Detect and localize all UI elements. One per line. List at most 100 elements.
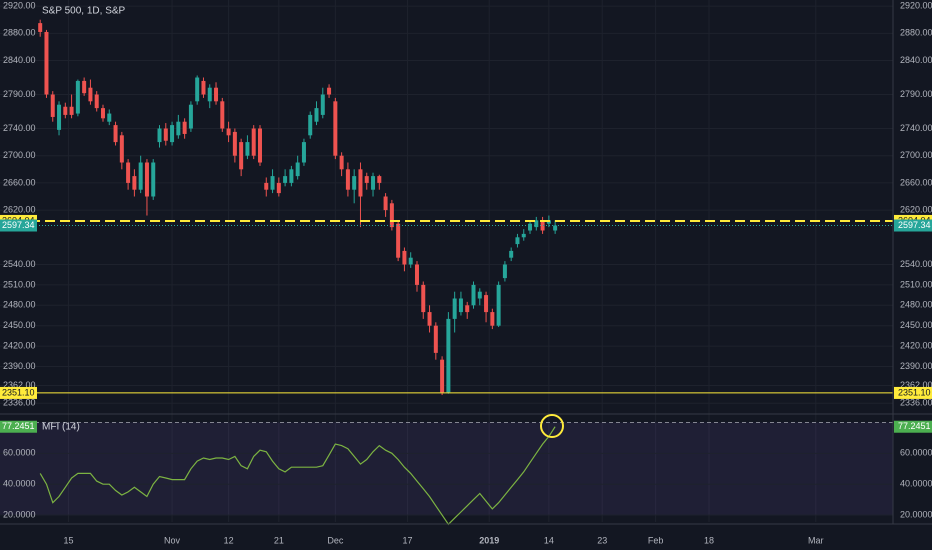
x-tick-label: 23 — [597, 535, 607, 545]
candle-body — [408, 257, 413, 265]
candle-body — [245, 142, 250, 156]
candle-body — [132, 176, 137, 190]
candle-body — [50, 94, 55, 117]
value-label: 77.2451 — [898, 421, 931, 431]
candle-body — [383, 196, 388, 211]
value-label: 2597.34 — [898, 220, 931, 230]
candle-body — [239, 142, 244, 170]
candle-body — [63, 106, 68, 115]
x-tick-label: 12 — [224, 535, 234, 545]
candle-body — [44, 31, 49, 95]
candle-body — [94, 94, 99, 109]
candle-body — [396, 223, 401, 258]
y-tick-label: 2390.00 — [3, 361, 36, 371]
candle-body — [314, 108, 319, 122]
candle-body — [421, 284, 426, 313]
y-tick-label: 2510.00 — [3, 279, 36, 289]
value-box — [894, 386, 932, 399]
candle-body — [471, 284, 476, 306]
indicator-title: MFI (14) — [42, 422, 80, 433]
y-tick-label: 2840.00 — [900, 55, 932, 65]
candle-body — [69, 106, 74, 115]
candle-body — [75, 80, 80, 114]
y-tick-label: 2480.00 — [3, 300, 36, 310]
y-tick-label: 2390.00 — [900, 361, 932, 371]
candle-body — [264, 182, 269, 190]
chart-title: S&P 500, 1D, S&P — [42, 6, 126, 17]
x-tick-label: 18 — [704, 535, 714, 545]
candle-body — [251, 128, 256, 156]
y-tick-label: 20.0000 — [3, 509, 36, 519]
x-tick-label: Mar — [808, 535, 824, 545]
y-tick-label: 2420.00 — [900, 340, 932, 350]
candle-body — [226, 128, 231, 136]
candle-body — [377, 176, 382, 183]
candle-body — [371, 176, 376, 190]
candle-body — [276, 182, 281, 194]
candle-body — [333, 101, 338, 156]
x-tick-label: 17 — [403, 535, 413, 545]
candle-body — [490, 312, 495, 326]
y-tick-label: 2362.00 — [3, 380, 36, 390]
x-tick-label: 14 — [544, 535, 554, 545]
x-tick-label: Feb — [648, 535, 664, 545]
candle-body — [289, 169, 294, 183]
x-tick-label: 21 — [274, 535, 284, 545]
candle-body — [188, 104, 193, 129]
y-tick-label: 2540.00 — [3, 259, 36, 269]
y-tick-label: 2450.00 — [900, 320, 932, 330]
candle-body — [182, 121, 187, 134]
y-tick-label: 2920.00 — [900, 0, 932, 10]
y-tick-label: 40.0000 — [3, 479, 36, 489]
candle-body — [414, 264, 419, 285]
y-tick-label: 2480.00 — [900, 300, 932, 310]
candle-body — [528, 223, 533, 231]
candle-body — [176, 121, 181, 136]
candle-body — [484, 295, 489, 313]
x-tick-label: 15 — [63, 535, 73, 545]
mfi-band — [0, 422, 893, 516]
candle-body — [163, 128, 168, 141]
value-box — [894, 420, 932, 433]
candle-body — [358, 169, 363, 197]
candle-body — [82, 80, 87, 94]
candle-body — [553, 225, 558, 231]
candle-body — [295, 162, 300, 177]
candle-body — [327, 87, 332, 95]
candle-body — [465, 305, 470, 313]
y-tick-label: 2620.00 — [3, 204, 36, 214]
candle-body — [339, 155, 344, 170]
value-box — [0, 420, 37, 433]
candle-body — [433, 325, 438, 353]
y-tick-label: 2660.00 — [900, 177, 932, 187]
y-tick-label: 2790.00 — [3, 89, 36, 99]
y-tick-label: 2790.00 — [900, 89, 932, 99]
grid — [0, 0, 893, 522]
candle-body — [477, 291, 482, 299]
candle-body — [144, 162, 149, 197]
candle-body — [452, 298, 457, 319]
candle-body — [119, 135, 124, 163]
plot — [0, 19, 893, 526]
y-tick-label: 2336.00 — [3, 398, 36, 408]
candle-body — [521, 233, 526, 238]
candle-body — [389, 203, 394, 228]
candle-body — [534, 220, 539, 228]
value-label: 2351.10 — [898, 387, 931, 397]
candle-body — [57, 104, 62, 130]
candle-body — [345, 169, 350, 190]
candle-body — [515, 237, 520, 245]
candle-body — [113, 125, 118, 143]
x-tick-label: Nov — [164, 535, 181, 545]
candle-body — [207, 87, 212, 102]
y-tick-label: 2620.00 — [900, 204, 932, 214]
candle-body — [214, 87, 219, 102]
y-tick-label: 2362.00 — [900, 380, 932, 390]
y-tick-label: 2920.00 — [3, 0, 36, 10]
y-tick-label: 2540.00 — [900, 259, 932, 269]
mfi-line — [39, 426, 556, 526]
candle-body — [232, 131, 237, 156]
candle-body — [170, 125, 175, 143]
value-label: 77.2451 — [2, 421, 35, 431]
